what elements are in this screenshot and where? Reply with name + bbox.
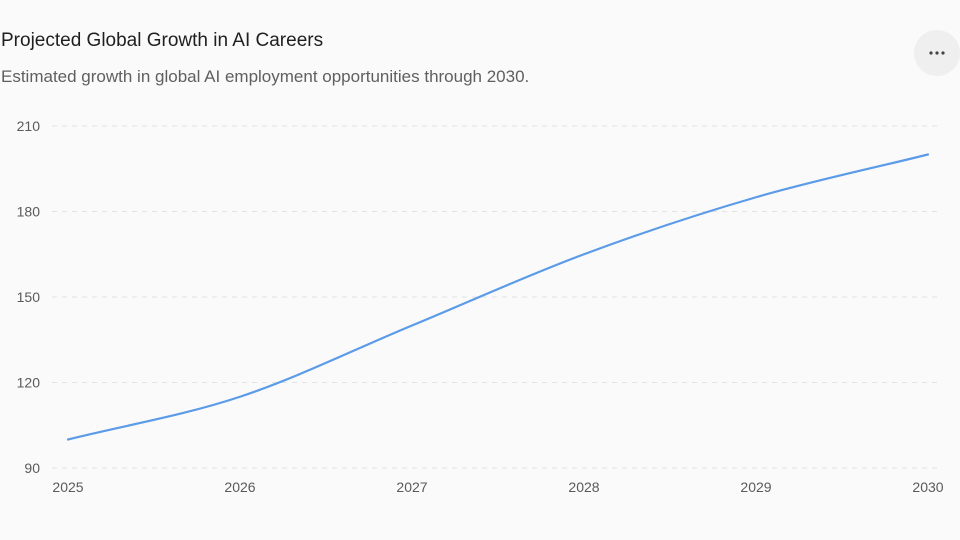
x-tick-label: 2027 — [396, 479, 427, 495]
x-tick-label: 2026 — [224, 479, 255, 495]
chart-subtitle: Estimated growth in global AI employment… — [1, 67, 530, 86]
y-tick-label: 120 — [17, 375, 41, 391]
y-axis: 90 120 150 180 210 — [17, 118, 41, 476]
more-options-button[interactable] — [914, 30, 960, 76]
x-tick-label: 2030 — [912, 479, 943, 495]
x-tick-label: 2028 — [568, 479, 599, 495]
y-tick-label: 210 — [17, 118, 41, 134]
chart-title: Projected Global Growth in AI Careers — [1, 30, 324, 51]
y-tick-label: 180 — [17, 204, 41, 220]
x-tick-label: 2025 — [52, 479, 83, 495]
grid-layer — [52, 125, 942, 469]
series-layer — [66, 153, 930, 441]
more-horizontal-icon — [929, 51, 945, 55]
series-line — [66, 153, 930, 441]
x-axis: 2025 2026 2027 2028 2029 2030 — [52, 479, 943, 495]
x-tick-label: 2029 — [740, 479, 771, 495]
y-tick-label: 150 — [17, 289, 41, 305]
y-tick-label: 90 — [24, 460, 40, 476]
